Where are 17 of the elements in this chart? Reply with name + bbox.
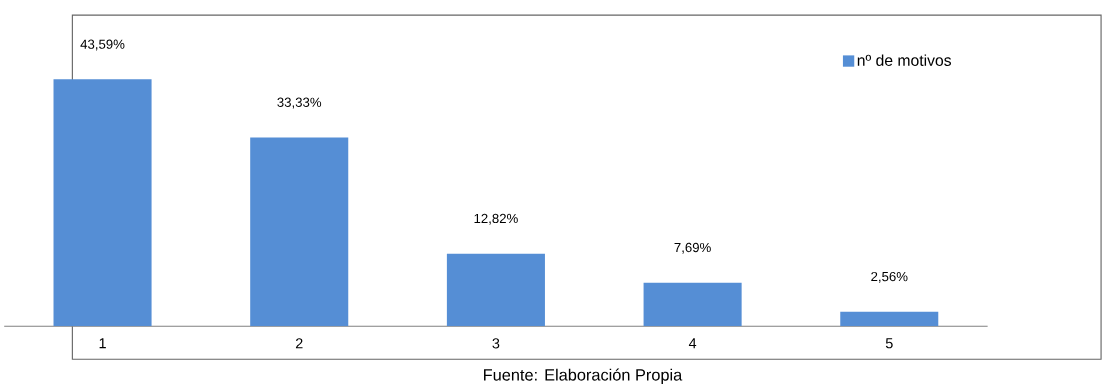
data-label: 2,56% bbox=[871, 271, 908, 283]
source-note: Fuente: Elaboración Propia bbox=[484, 368, 683, 384]
x-tick-label: 3 bbox=[492, 338, 500, 349]
data-label: 7,69% bbox=[674, 242, 711, 254]
bar bbox=[250, 137, 349, 327]
bar bbox=[446, 253, 545, 327]
x-tick-label: 5 bbox=[885, 338, 893, 349]
x-tick-label: 1 bbox=[99, 338, 106, 349]
x-tick-label: 4 bbox=[688, 338, 697, 349]
bar bbox=[840, 311, 939, 327]
data-label: 33,33% bbox=[277, 97, 322, 109]
bar bbox=[643, 282, 742, 327]
x-tick-label: 2 bbox=[295, 338, 303, 349]
bar bbox=[53, 79, 152, 327]
legend-label: nº de motivos bbox=[857, 54, 952, 66]
data-label: 43,59% bbox=[80, 39, 125, 51]
data-label: 12,82% bbox=[474, 213, 518, 225]
